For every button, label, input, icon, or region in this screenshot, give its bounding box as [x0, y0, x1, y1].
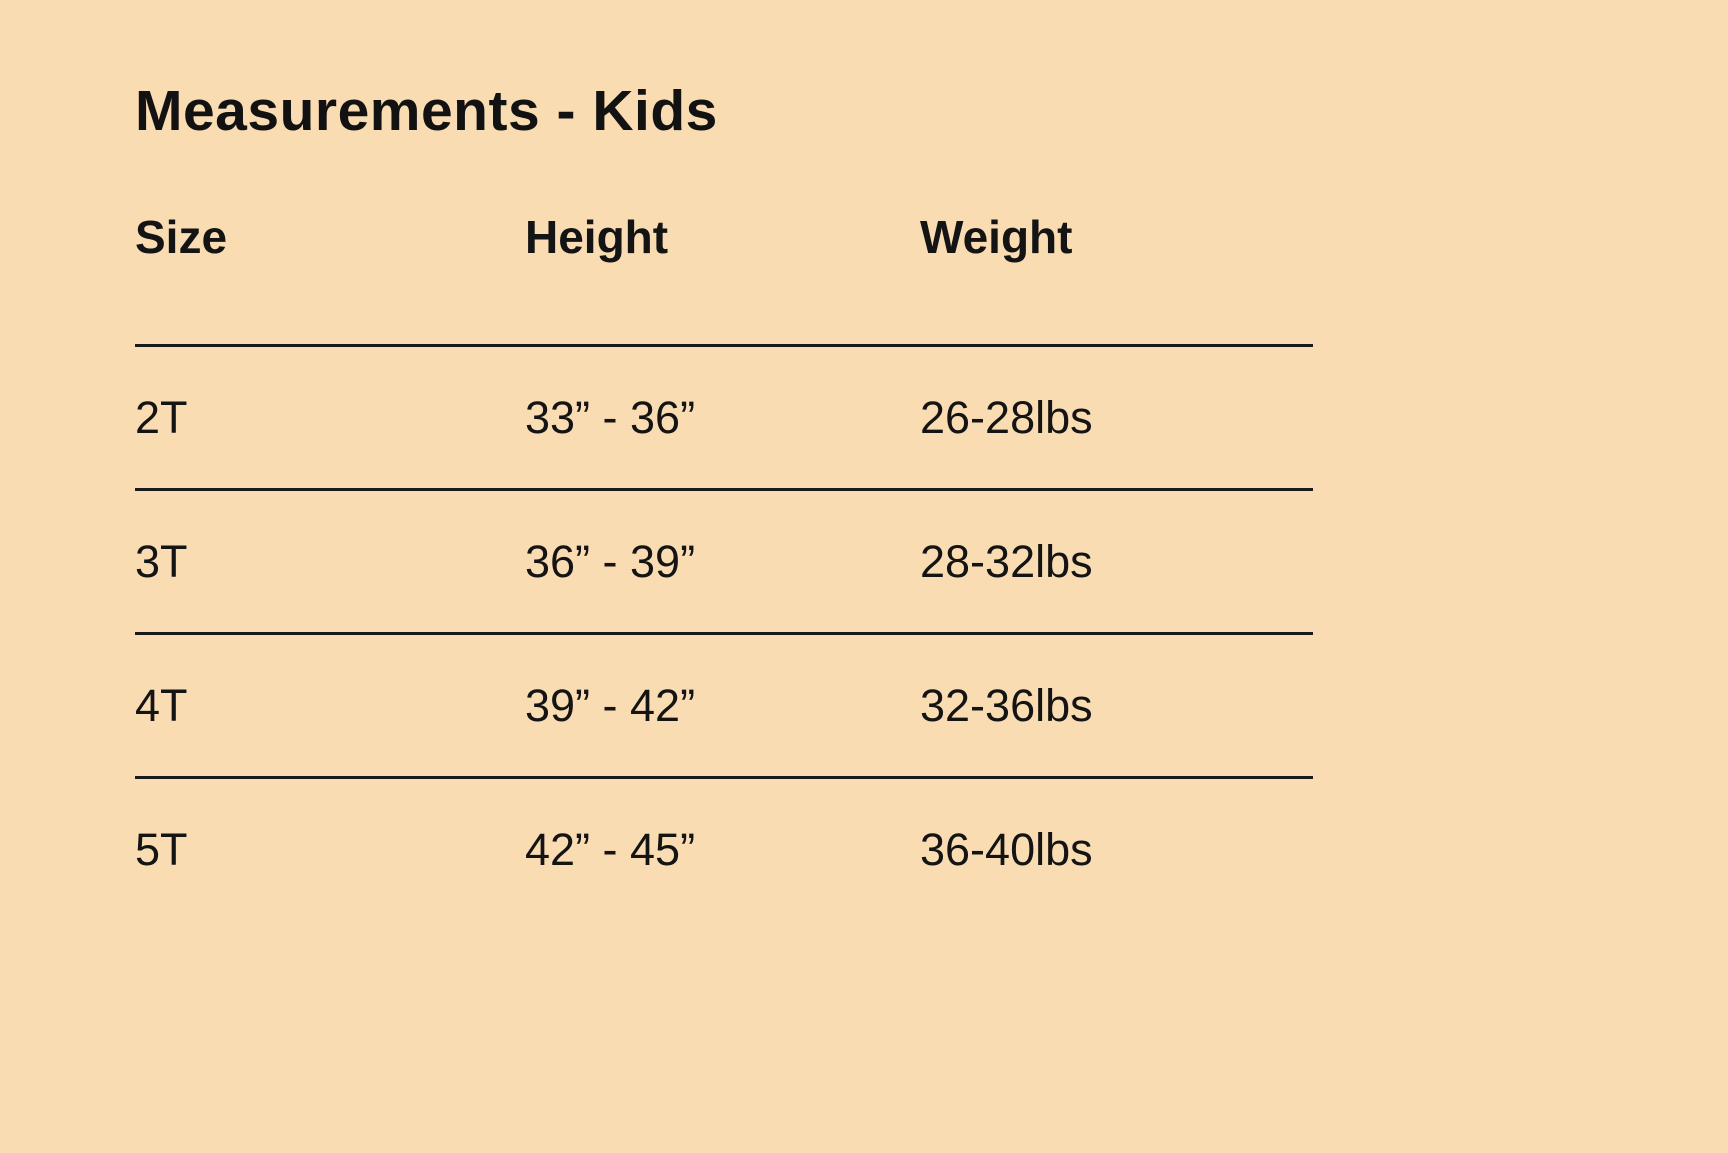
cell-size: 3T — [135, 535, 188, 587]
column-header-weight: Weight — [920, 211, 1073, 263]
cell-size: 5T — [135, 823, 188, 875]
cell-height: 33” - 36” — [525, 391, 696, 443]
cell-weight: 28-32lbs — [920, 535, 1093, 587]
cell-size: 2T — [135, 391, 188, 443]
column-header-height: Height — [525, 211, 669, 263]
page-title: Measurements - Kids — [135, 79, 718, 143]
cell-height: 42” - 45” — [525, 823, 696, 875]
cell-size: 4T — [135, 679, 188, 731]
cell-weight: 26-28lbs — [920, 391, 1093, 443]
table-row: 5T 42” - 45” 36-40lbs — [135, 776, 1313, 920]
table-row: 3T 36” - 39” 28-32lbs — [135, 488, 1313, 632]
column-header-size: Size — [135, 211, 228, 263]
table-row: 2T 33” - 36” 26-28lbs — [135, 344, 1313, 488]
cell-height: 39” - 42” — [525, 679, 696, 731]
cell-weight: 36-40lbs — [920, 823, 1093, 875]
size-chart-page: Measurements - Kids Size Height Weight 2… — [135, 79, 1313, 920]
table-row: 4T 39” - 42” 32-36lbs — [135, 632, 1313, 776]
measurements-table: Size Height Weight 2T 33” - 36” 26-28lbs… — [135, 210, 1313, 920]
table-header-row: Size Height Weight — [135, 210, 1313, 344]
cell-weight: 32-36lbs — [920, 679, 1093, 731]
cell-height: 36” - 39” — [525, 535, 696, 587]
